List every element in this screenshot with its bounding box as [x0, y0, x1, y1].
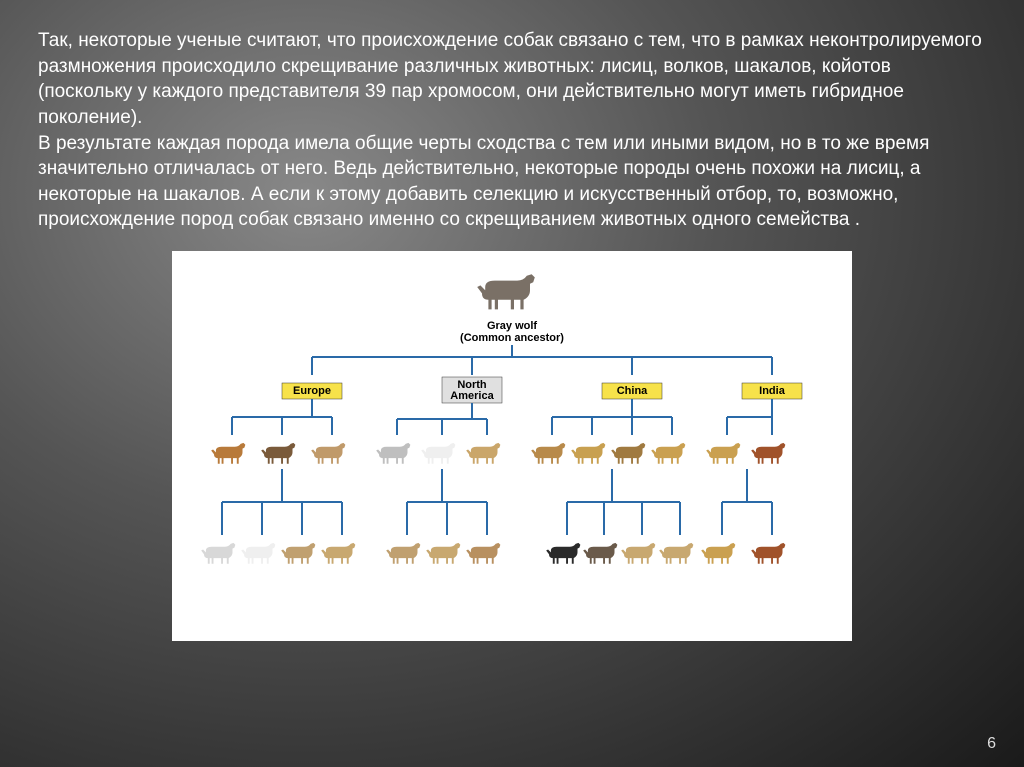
svg-text:India: India — [759, 385, 786, 397]
paragraph-1: Так, некоторые ученые считают, что проис… — [38, 30, 982, 128]
svg-text:America: America — [450, 390, 494, 402]
svg-text:Europe: Europe — [293, 385, 331, 397]
phylogeny-chart: Gray wolf(Common ancestor)EuropeNorthAme… — [172, 251, 852, 641]
svg-text:Gray wolf: Gray wolf — [487, 320, 537, 332]
svg-text:(Common ancestor): (Common ancestor) — [460, 332, 564, 344]
svg-text:China: China — [617, 385, 648, 397]
paragraph-2: В результате каждая порода имела общие ч… — [38, 133, 929, 231]
chart-svg: Gray wolf(Common ancestor)EuropeNorthAme… — [172, 251, 852, 641]
main-paragraph: Так, некоторые ученые считают, что проис… — [0, 0, 1024, 241]
page-number: 6 — [987, 735, 996, 753]
